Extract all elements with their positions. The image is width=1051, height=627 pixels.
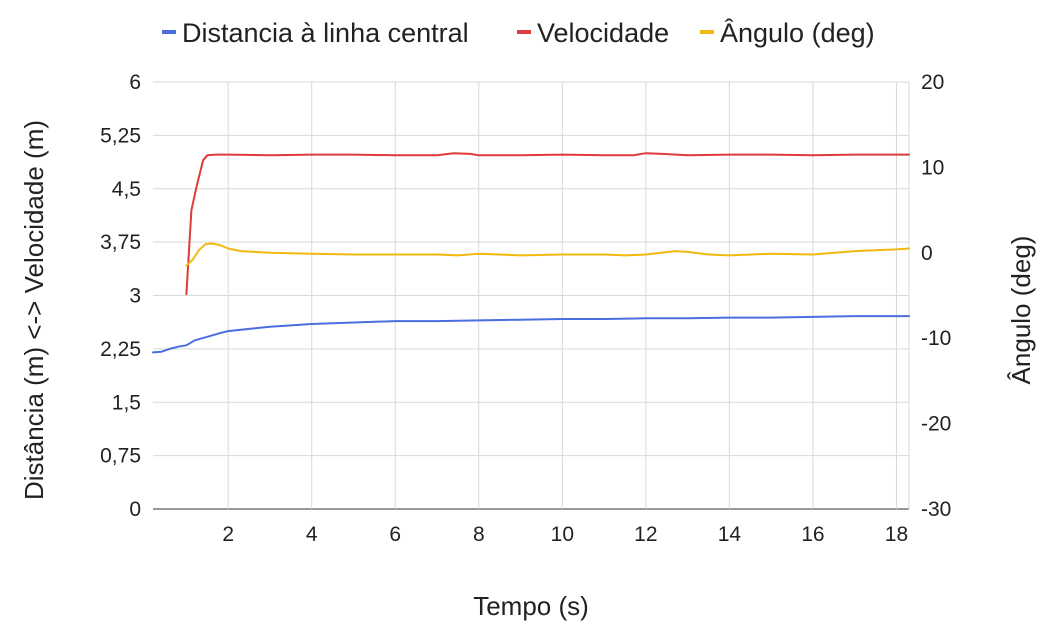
series-line-velocidade (185, 152, 910, 296)
y-right-tick-label: 20 (921, 71, 944, 94)
x-tick-label: 16 (801, 523, 824, 546)
legend: Distancia à linha central Velocidade Âng… (162, 17, 875, 48)
y-left-tick-label: 1,5 (112, 391, 141, 414)
legend-swatch-distancia (162, 30, 176, 34)
x-tick-label: 4 (306, 523, 318, 546)
y-left-tick-label: 5,25 (100, 124, 141, 147)
y-axis-right-title: Ângulo (deg) (1006, 236, 1036, 385)
gridlines (153, 81, 910, 510)
x-tick-label: 12 (634, 523, 657, 546)
y-left-tick-label: 4,5 (112, 178, 141, 201)
y-left-tick-label: 0,75 (100, 445, 141, 468)
y-right-tick-label: 0 (921, 242, 933, 265)
series-lines (152, 152, 910, 354)
y-left-tick-label: 0 (129, 498, 141, 521)
x-tick-label: 2 (222, 523, 234, 546)
legend-label-angulo: Ângulo (deg) (720, 17, 875, 48)
legend-label-velocidade: Velocidade (537, 18, 669, 48)
y-left-tick-label: 6 (129, 71, 141, 94)
series-line-angulo (185, 242, 910, 267)
y-left-tick-label: 3,75 (100, 231, 141, 254)
y-left-tick-label: 3 (129, 285, 141, 308)
x-axis-title: Tempo (s) (473, 591, 589, 621)
x-tick-label: 10 (551, 523, 574, 546)
x-tick-label: 14 (718, 523, 742, 546)
y-right-tick-label: 10 (921, 156, 944, 179)
tick-labels: 0 0,75 1,5 2,25 3 3,75 4,5 5,25 6 -30 -20 -10 0 10 20 2… (100, 71, 951, 546)
y-right-tick-label: -20 (921, 413, 951, 436)
x-tick-label: 18 (885, 523, 908, 546)
x-tick-label: 8 (473, 523, 485, 546)
y-right-tick-label: -30 (921, 498, 951, 521)
series-line-distancia (152, 315, 910, 354)
x-tick-label: 6 (389, 523, 401, 546)
y-left-tick-label: 2,25 (100, 338, 141, 361)
y-right-tick-label: -10 (921, 327, 951, 350)
legend-swatch-velocidade (517, 30, 531, 34)
y-axis-left-title: Distância (m) <-> Velocidade (m) (19, 120, 49, 500)
legend-swatch-angulo (700, 30, 714, 34)
legend-label-distancia: Distancia à linha central (182, 18, 469, 48)
